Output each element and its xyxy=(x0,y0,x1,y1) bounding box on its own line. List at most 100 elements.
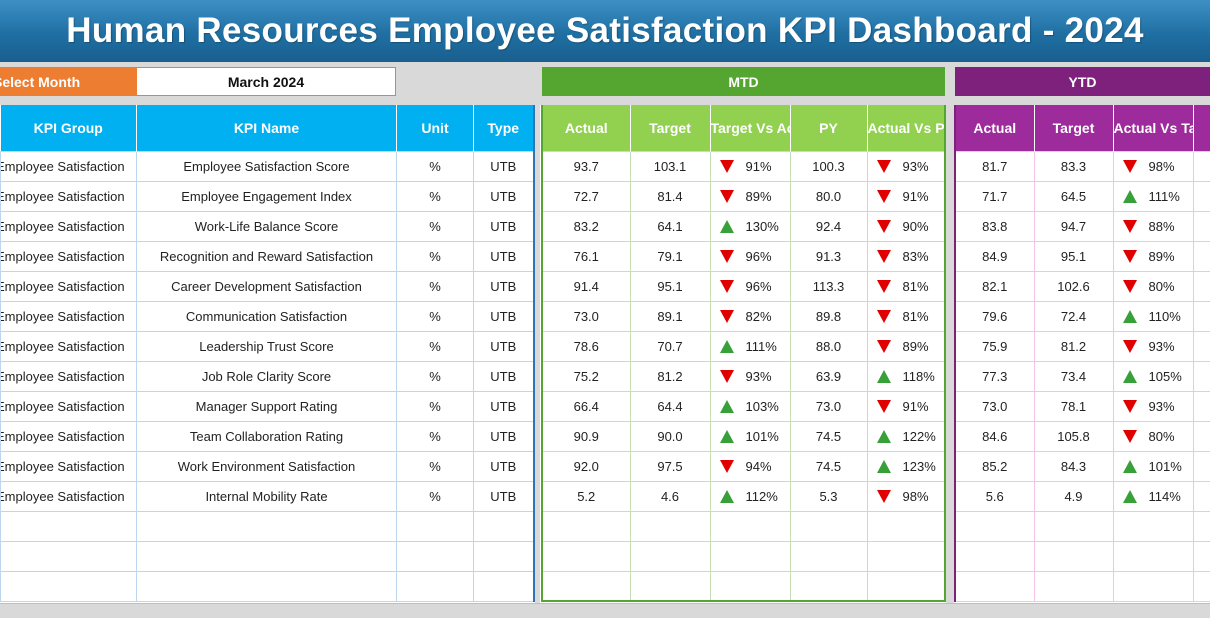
down-arrow-icon xyxy=(719,159,734,173)
kpi-name-cell: Work Environment Satisfaction xyxy=(136,450,397,482)
type-cell: UTB xyxy=(473,150,534,182)
unit-cell: % xyxy=(396,390,474,422)
mtd-target-vs-actual-cell-wrap: 82% xyxy=(711,309,789,324)
kpi-name-cell: Internal Mobility Rate xyxy=(136,480,397,512)
kpi-group-cell: Employee Satisfaction xyxy=(0,330,137,362)
type-cell: UTB xyxy=(473,480,534,512)
kpi-group-text: Employee Satisfaction xyxy=(0,398,125,414)
bottom-strip xyxy=(0,603,1210,618)
ytd-actual-vs-target-cell: 80% xyxy=(1112,270,1194,302)
ytd-extra-cell xyxy=(1192,390,1210,422)
ytd-actual-cell: 77.3 xyxy=(954,360,1035,392)
ytd-actual-vs-target-cell: 114% xyxy=(1112,480,1194,512)
header-kpi-group: KPI Group xyxy=(0,105,137,151)
mtd-target-vs-actual-cell-value: 112% xyxy=(745,488,778,504)
mtd-actual-cell: 90.9 xyxy=(541,420,631,452)
mtd-actual-vs-py-cell-wrap: 81% xyxy=(868,279,944,294)
ytd-actual-vs-target-cell-value: 114% xyxy=(1148,488,1181,504)
down-arrow-icon xyxy=(876,279,891,293)
ytd-actual-vs-target-cell-wrap: 110% xyxy=(1114,309,1192,324)
ytd-actual-vs-target-cell-value: 89% xyxy=(1148,248,1175,264)
ytd-extra-cell xyxy=(1192,210,1210,242)
unit-cell: % xyxy=(396,180,474,212)
empty-cell xyxy=(954,570,1035,602)
ytd-actual-vs-target-cell-value: 88% xyxy=(1148,218,1175,234)
table-row: 82.1 102.6 80% xyxy=(954,270,1210,302)
mtd-target-vs-actual-cell: 101% xyxy=(709,420,791,452)
month-selector[interactable]: March 2024 xyxy=(136,67,396,96)
unit-cell: % xyxy=(396,450,474,482)
mtd-actual-vs-py-cell-value: 118% xyxy=(902,368,935,384)
mtd-target-cell: 95.1 xyxy=(629,270,711,302)
table-row: 81.7 83.3 98% xyxy=(954,150,1210,182)
kpi-group-text: Employee Satisfaction xyxy=(0,188,125,204)
up-arrow-icon xyxy=(719,489,734,503)
mtd-target-vs-actual-cell-value: 94% xyxy=(745,458,772,474)
empty-cell xyxy=(709,510,791,542)
ytd-actual-vs-target-cell: 88% xyxy=(1112,210,1194,242)
mtd-target-vs-actual-cell: 82% xyxy=(709,300,791,332)
kpi-group-cell: Employee Satisfaction xyxy=(0,210,137,242)
kpi-group-text: Employee Satisfaction xyxy=(0,218,125,234)
ytd-actual-vs-target-cell: 105% xyxy=(1112,360,1194,392)
mtd-py-cell: 80.0 xyxy=(789,180,868,212)
down-arrow-icon xyxy=(1122,219,1137,233)
empty-row xyxy=(0,570,534,602)
mtd-actual-vs-py-cell: 118% xyxy=(866,360,946,392)
down-arrow-icon xyxy=(719,189,734,203)
up-arrow-icon xyxy=(876,459,891,473)
up-arrow-icon xyxy=(719,399,734,413)
mtd-target-vs-actual-cell-wrap: 96% xyxy=(711,279,789,294)
ytd-actual-vs-target-cell-value: 93% xyxy=(1148,338,1175,354)
type-cell: UTB xyxy=(473,450,534,482)
ytd-target-cell: 64.5 xyxy=(1033,180,1114,212)
kpi-group-text: Employee Satisfaction xyxy=(0,488,125,504)
empty-row xyxy=(0,540,534,572)
down-arrow-icon xyxy=(1122,339,1137,353)
empty-cell xyxy=(396,540,474,572)
type-cell: UTB xyxy=(473,330,534,362)
table-row: 71.7 64.5 111% xyxy=(954,180,1210,212)
unit-cell: % xyxy=(396,150,474,182)
empty-row xyxy=(954,570,1210,602)
table-row: 75.9 81.2 93% xyxy=(954,330,1210,362)
ytd-actual-cell: 71.7 xyxy=(954,180,1035,212)
mtd-target-cell: 70.7 xyxy=(629,330,711,362)
kpi-group-text: Employee Satisfaction xyxy=(0,278,125,294)
empty-cell xyxy=(629,510,711,542)
mtd-target-vs-actual-cell-value: 93% xyxy=(745,368,772,384)
down-arrow-icon xyxy=(1122,249,1137,263)
mtd-target-vs-actual-cell-wrap: 89% xyxy=(711,189,789,204)
mtd-target-vs-actual-cell: 93% xyxy=(709,360,791,392)
table-row: 72.7 81.4 89% 80.0 91% xyxy=(541,180,946,212)
empty-row xyxy=(954,540,1210,572)
mtd-target-cell: 81.4 xyxy=(629,180,711,212)
mtd-target-vs-actual-cell-wrap: 101% xyxy=(711,429,789,444)
kpi-name-cell: Team Collaboration Rating xyxy=(136,420,397,452)
ytd-section-header: YTD xyxy=(955,67,1210,96)
header-kpi-name: KPI Name xyxy=(136,105,397,151)
header-mtd-target-vs-actual: Target Vs Actual xyxy=(710,105,791,151)
unit-cell: % xyxy=(396,420,474,452)
empty-row xyxy=(541,540,946,572)
unit-cell: % xyxy=(396,270,474,302)
empty-cell xyxy=(709,540,791,572)
empty-cell xyxy=(136,570,397,602)
up-arrow-icon xyxy=(876,429,891,443)
header-ytd-extra xyxy=(1193,105,1210,151)
up-arrow-icon xyxy=(719,339,734,353)
ytd-extra-cell xyxy=(1192,420,1210,452)
empty-cell xyxy=(866,510,946,542)
header-mtd-actual-vs-py: Actual Vs PY xyxy=(867,105,946,151)
ytd-actual-cell: 85.2 xyxy=(954,450,1035,482)
mtd-actual-vs-py-cell-wrap: 123% xyxy=(868,459,944,474)
ytd-actual-vs-target-cell-wrap: 80% xyxy=(1114,429,1192,444)
mtd-target-vs-actual-cell: 103% xyxy=(709,390,791,422)
empty-cell xyxy=(1112,540,1194,572)
mtd-actual-cell: 76.1 xyxy=(541,240,631,272)
empty-cell xyxy=(866,540,946,572)
header-ytd-actual-vs-target: Actual Vs Target xyxy=(1113,105,1194,151)
table-row: 92.0 97.5 94% 74.5 123% xyxy=(541,450,946,482)
down-arrow-icon xyxy=(719,249,734,263)
type-cell: UTB xyxy=(473,300,534,332)
